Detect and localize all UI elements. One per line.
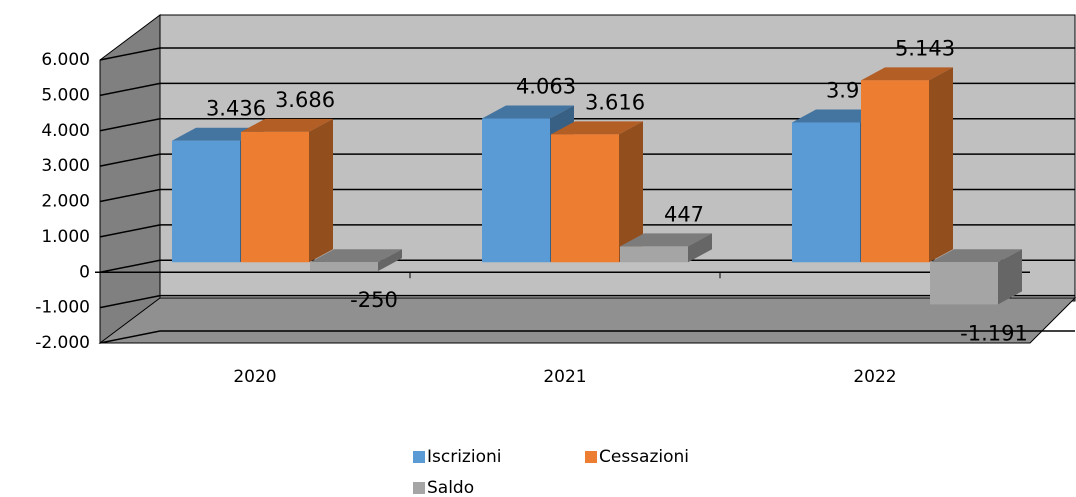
bar-top — [241, 118, 333, 132]
bar-side — [619, 121, 643, 263]
bar — [172, 140, 240, 263]
bar-top — [310, 249, 402, 263]
bar-top — [551, 121, 643, 135]
floor — [98, 297, 1076, 344]
x-tick-label: 2020 — [233, 367, 276, 387]
x-tick-label: 2021 — [543, 367, 586, 387]
y-tick-label: 3.000 — [41, 156, 90, 176]
value-label: 447 — [664, 202, 704, 226]
y-tick-label: 4.000 — [41, 121, 90, 141]
bar — [861, 80, 929, 263]
legend-label: Saldo — [427, 478, 474, 497]
bar — [620, 246, 688, 263]
bar — [551, 134, 619, 263]
value-label: -250 — [350, 288, 398, 312]
y-tick-label: 5.000 — [41, 85, 90, 105]
value-label: 3.686 — [275, 88, 335, 112]
bar — [310, 262, 378, 272]
x-tick-label: 2022 — [853, 367, 896, 387]
grid-line — [99, 153, 161, 167]
grid-line — [99, 224, 161, 238]
grid-line — [99, 294, 161, 309]
y-tick-label: 1.000 — [41, 227, 90, 247]
legend-label: Iscrizioni — [427, 447, 501, 467]
bar-side — [378, 249, 402, 272]
y-tick-label: -1.000 — [35, 298, 90, 318]
grid-line — [99, 82, 161, 97]
grid-line — [99, 330, 161, 344]
y-tick-label: 2.000 — [41, 192, 90, 212]
legend-swatch — [585, 451, 597, 463]
value-label: -1.191 — [960, 321, 1028, 345]
y-tick-label: 0 — [79, 262, 90, 282]
y-tick-label: -2.000 — [35, 333, 90, 353]
grid-line — [99, 47, 161, 61]
grid-line — [99, 118, 161, 132]
legend-swatch — [413, 451, 425, 463]
value-label: 3.616 — [585, 90, 645, 114]
bar-top — [930, 249, 1022, 263]
legend-swatch — [413, 482, 425, 494]
grid-line — [99, 188, 161, 203]
grid-line — [99, 259, 161, 273]
bar-side — [929, 67, 953, 263]
value-label: 5.143 — [895, 36, 955, 60]
bar-top — [620, 233, 712, 247]
bar — [930, 262, 998, 305]
value-label: 4.063 — [516, 75, 576, 99]
value-label: 3.436 — [206, 97, 266, 121]
bar — [792, 122, 860, 263]
side-wall — [99, 14, 161, 344]
bar-side — [998, 249, 1022, 305]
bar-top — [482, 105, 574, 119]
bar-side — [688, 233, 712, 263]
bar — [482, 118, 550, 263]
bar — [241, 131, 309, 263]
bar-top — [861, 67, 953, 81]
y-tick-label: 6.000 — [41, 50, 90, 70]
legend-label: Cessazioni — [599, 447, 689, 467]
bar-side — [309, 118, 333, 263]
